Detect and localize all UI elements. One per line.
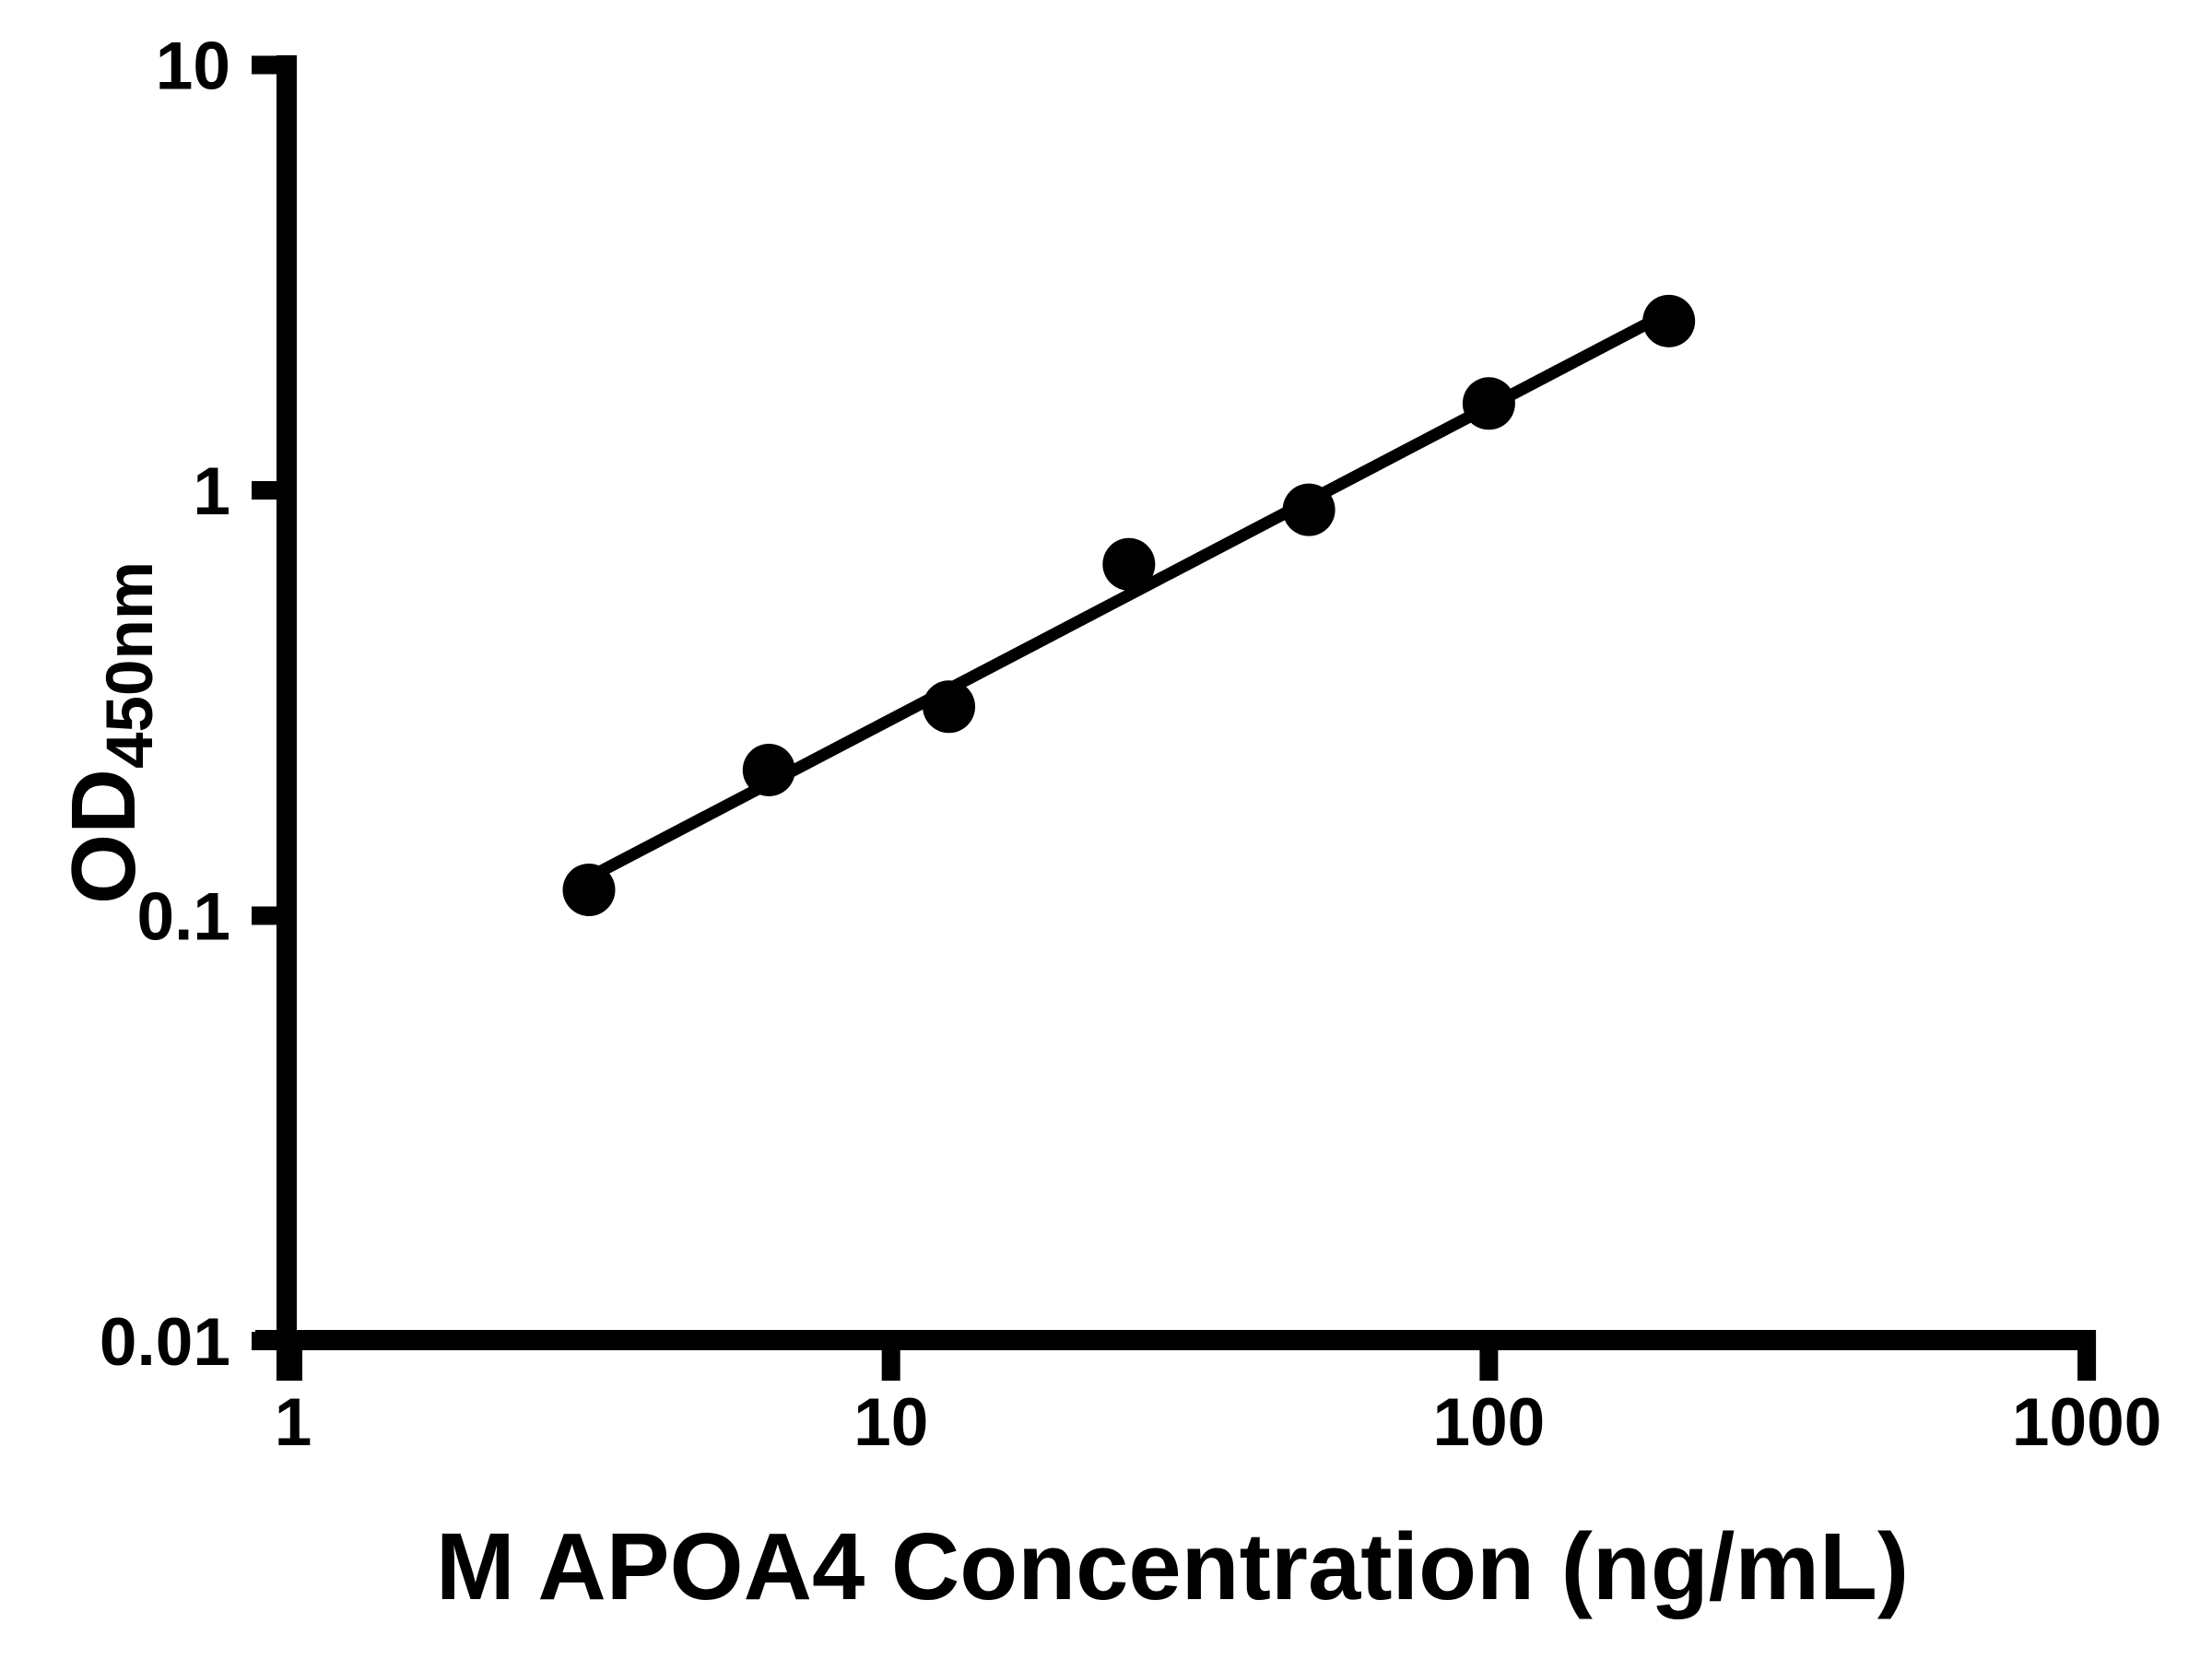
y-axis-line [276, 55, 297, 1381]
x-axis-title: M APOA4 Concentration (ng/mL) [435, 1513, 1910, 1619]
x-tick [284, 1330, 302, 1381]
y-tick-label: 10 [156, 29, 230, 104]
x-tick-label: 1000 [2012, 1385, 2161, 1460]
y-axis-title-subscript: 450nm [94, 561, 167, 769]
y-tick [252, 906, 297, 925]
y-tick-label: 0.1 [137, 880, 230, 955]
y-tick [252, 481, 297, 500]
x-tick-label: 100 [1432, 1385, 1545, 1460]
y-axis-title: OD450nm [53, 561, 167, 904]
x-tick [881, 1330, 900, 1381]
data-point [923, 680, 976, 734]
y-axis-title-main: OD [53, 768, 154, 904]
data-point [1282, 483, 1335, 536]
data-point [1462, 377, 1515, 430]
data-point [1642, 294, 1696, 347]
y-tick-label: 1 [193, 454, 230, 529]
y-tick [252, 55, 297, 75]
data-point [562, 863, 616, 916]
data-point [742, 743, 795, 796]
x-axis-line [255, 1330, 2089, 1350]
data-point [1102, 537, 1156, 591]
x-tick-label: 1 [275, 1385, 312, 1460]
x-tick [1479, 1330, 1499, 1381]
y-tick-label: 0.01 [100, 1305, 230, 1380]
x-tick [2077, 1330, 2097, 1381]
x-tick-label: 10 [853, 1385, 928, 1460]
